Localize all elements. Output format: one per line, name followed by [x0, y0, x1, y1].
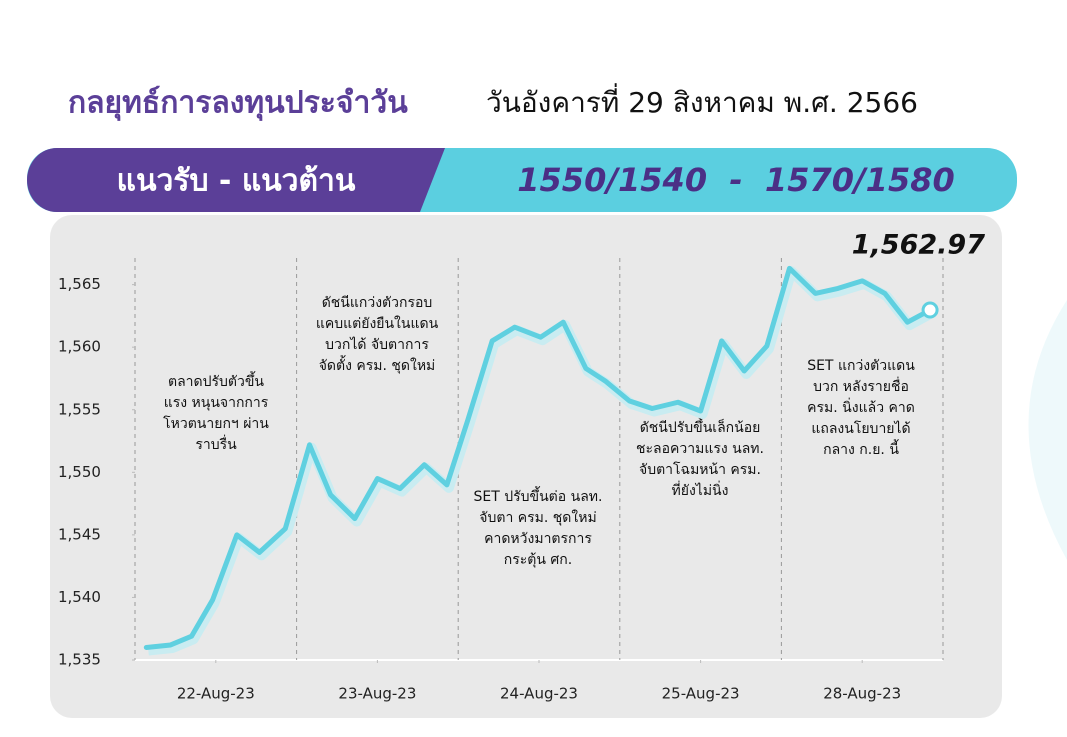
annotation: ชะลอความแรง นลท. [636, 441, 764, 457]
y-tick-label: 1,555 [58, 400, 101, 418]
annotation: กระตุ้น ศก. [504, 552, 572, 568]
x-tick-label: 23-Aug-23 [338, 685, 416, 703]
x-tick-label: 28-Aug-23 [823, 685, 901, 703]
x-tick-label: 25-Aug-23 [662, 685, 740, 703]
annotation: ครม. นิ่งแล้ว คาด [807, 398, 915, 416]
annotation: จับตาโฉมหน้า ครม. [639, 461, 761, 478]
date: วันอังคารที่ 29 สิงหาคม พ.ศ. 2566 [486, 83, 918, 119]
annotation: ราบรื่น [195, 435, 237, 453]
banner-left [27, 148, 445, 212]
x-tick-label: 22-Aug-23 [177, 685, 255, 703]
x-tick-label: 24-Aug-23 [500, 685, 578, 703]
banner-levels: 1550/1540 - 1570/1580 [517, 161, 954, 199]
annotation: บวก หลังรายชื่อ [813, 377, 909, 395]
y-tick-label: 1,545 [58, 525, 101, 543]
annotation: SET ปรับขึ้นต่อ นลท. [474, 486, 603, 505]
annotation: ตลาดปรับตัวขึ้น [168, 371, 264, 390]
annotation: คาดหวังมาตรการ [484, 531, 592, 547]
y-tick-label: 1,540 [58, 588, 101, 606]
annotation: ดัชนีแกว่งตัวกรอบ [322, 295, 433, 311]
annotation: กลาง ก.ย. นี้ [823, 439, 899, 458]
y-tick-label: 1,560 [58, 338, 101, 356]
annotation: บวกได้ จับตาการ [325, 336, 429, 353]
annotation: โหวตนายกฯ ผ่าน [163, 415, 269, 432]
annotation: ดัชนีปรับขึ้นเล็กน้อย [640, 417, 761, 436]
decor [1028, 300, 1067, 560]
y-tick-label: 1,535 [58, 651, 101, 669]
title: กลยุทธ์การลงทุนประจำวัน [68, 86, 408, 122]
last-point [921, 301, 939, 319]
line [143, 265, 933, 650]
annotation: SET แกว่งตัวแดน [807, 358, 915, 374]
annotation: แคบแต่ยังยืนในแดน [316, 315, 439, 332]
annotation: ที่ยังไม่นิ่ง [672, 481, 729, 499]
y-tick-label: 1,565 [58, 275, 101, 293]
banner-label: แนวรับ - แนวต้าน [117, 164, 356, 199]
last-value-label: 1,562.97 [852, 230, 985, 261]
annotation: จัดตั้ง ครม. ชุดใหม่ [319, 355, 436, 374]
y-tick-label: 1,550 [58, 463, 101, 481]
annotation: แรง หนุนจากการ [164, 395, 269, 411]
chart-panel [50, 215, 1002, 718]
annotation: จับตา ครม. ชุดใหม่ [479, 509, 596, 526]
annotation: แถลงนโยบายได้ [811, 420, 910, 437]
